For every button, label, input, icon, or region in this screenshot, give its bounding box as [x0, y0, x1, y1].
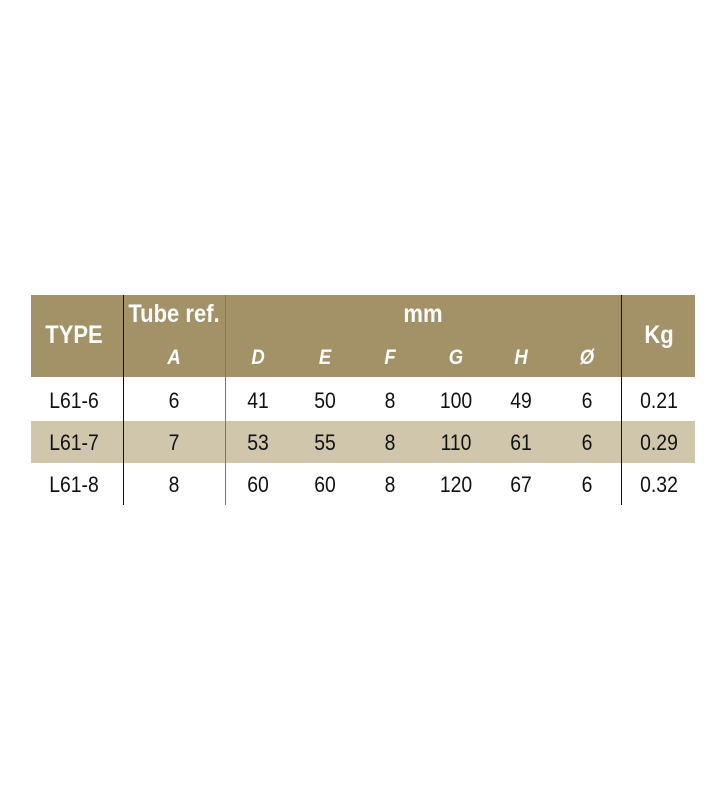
table-cell: 41 [247, 388, 269, 413]
header-sub-4: G [448, 346, 464, 369]
header-sub-3: F [384, 346, 396, 369]
table-cell: 0.29 [640, 430, 678, 455]
table-header [31, 295, 695, 377]
header-sub-2: E [318, 346, 332, 369]
table-cell: 6 [581, 472, 593, 497]
table-cell: 120 [439, 472, 473, 497]
header-tube-ref: Tube ref. [128, 300, 220, 328]
table-cell: 50 [314, 388, 336, 413]
header-mm: mm [403, 300, 443, 328]
table-cell: 55 [314, 430, 336, 455]
table-cell: 60 [314, 472, 336, 497]
header-sub-5: H [514, 346, 528, 369]
row-band [31, 421, 695, 463]
table-cell: 8 [384, 472, 396, 497]
header-sub-0: A [167, 346, 181, 369]
header-sub-1: D [251, 346, 265, 369]
table-cell: 8 [384, 388, 396, 413]
table-cell: 0.32 [640, 472, 678, 497]
divider [225, 295, 226, 505]
header-kg: Kg [644, 321, 674, 349]
table-cell: 67 [510, 472, 532, 497]
table-cell: 6 [168, 388, 180, 413]
table-cell: 53 [247, 430, 269, 455]
table-cell: 49 [510, 388, 532, 413]
table-cell: 8 [168, 472, 180, 497]
table-cell: 0.21 [640, 388, 678, 413]
table-cell: L61-6 [49, 388, 99, 413]
divider [123, 295, 124, 505]
table-cell: 8 [384, 430, 396, 455]
divider [621, 295, 622, 505]
table-cell: 6 [581, 430, 593, 455]
header-sub-6: Ø [579, 346, 595, 369]
table-cell: L61-8 [49, 472, 99, 497]
table-cell: 61 [510, 430, 532, 455]
table-cell: 6 [581, 388, 593, 413]
table-cell: L61-7 [49, 430, 99, 455]
table-cell: 60 [247, 472, 269, 497]
table-cell: 100 [439, 388, 473, 413]
table-cell: 7 [168, 430, 180, 455]
table-cell: 110 [440, 430, 472, 455]
header-type: TYPE [45, 321, 103, 349]
